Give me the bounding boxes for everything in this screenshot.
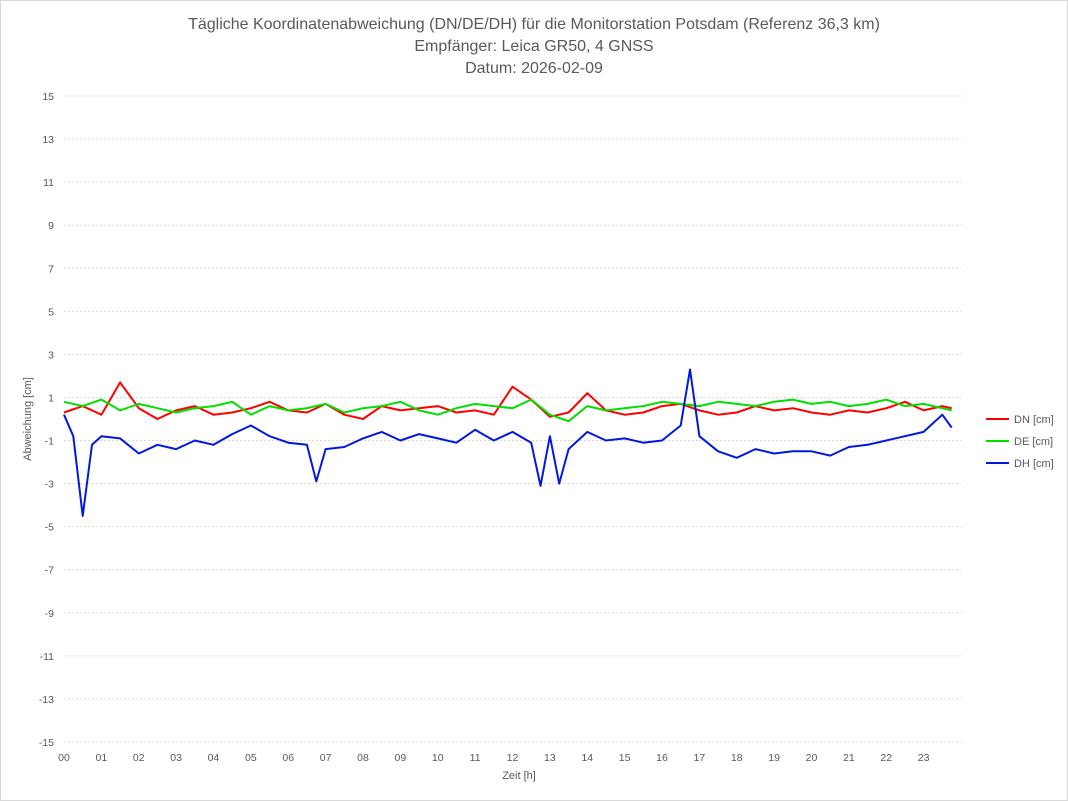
y-tick-label: -7 — [45, 565, 54, 577]
gridlines — [64, 95, 961, 743]
y-tick-label: -15 — [39, 737, 54, 749]
chart-title-line-3: Datum: 2026-02-09 — [465, 60, 603, 77]
x-tick-label: 17 — [694, 752, 706, 764]
x-tick-label: 23 — [918, 752, 930, 764]
x-tick-label: 15 — [619, 752, 631, 764]
series-line-dh — [63, 368, 953, 517]
y-tick-label: -13 — [39, 694, 54, 706]
x-tick-label: 00 — [58, 752, 70, 764]
x-axis: 00 01 02 03 04 05 06 07 08 09 10 11 12 13 14 15 16 17 18 19… — [58, 752, 929, 764]
x-tick-label: 19 — [768, 752, 780, 764]
y-tick-label: 7 — [48, 263, 54, 275]
x-tick-label: 12 — [507, 752, 519, 764]
y-tick-label: -3 — [45, 479, 54, 491]
series-line-dn — [63, 381, 952, 420]
legend-label: DH [cm] — [1014, 458, 1054, 470]
y-tick-label: 13 — [42, 134, 54, 146]
series-line-de — [63, 398, 952, 423]
legend: DN [cm] DE [cm] DH [cm] — [986, 414, 1054, 470]
x-tick-label: 13 — [544, 752, 556, 764]
x-tick-label: 11 — [470, 752, 481, 764]
legend-label: DN [cm] — [1014, 414, 1054, 426]
x-tick-label: 02 — [133, 752, 145, 764]
x-tick-label: 21 — [843, 752, 855, 764]
x-tick-label: 18 — [731, 752, 743, 764]
x-tick-label: 04 — [208, 752, 220, 764]
y-tick-label: 1 — [48, 392, 54, 404]
series-lines — [63, 368, 953, 517]
x-tick-label: 14 — [581, 752, 593, 764]
y-tick-label: 9 — [48, 220, 54, 232]
x-tick-label: 05 — [245, 752, 257, 764]
legend-label: DE [cm] — [1014, 436, 1053, 448]
x-tick-label: 06 — [282, 752, 294, 764]
y-axis: 15 13 11 9 7 5 3 1 -1 -3 -5 -7 -9 -11 -13 -15 — [39, 91, 54, 749]
x-tick-label: 09 — [395, 752, 407, 764]
x-tick-label: 08 — [357, 752, 369, 764]
x-tick-label: 16 — [656, 752, 668, 764]
x-tick-label: 01 — [96, 752, 108, 764]
y-tick-label: 11 — [43, 177, 54, 189]
y-axis-title: Abweichung [cm] — [22, 377, 34, 461]
chart-title-line-2: Empfänger: Leica GR50, 4 GNSS — [414, 38, 653, 55]
x-tick-label: 10 — [432, 752, 444, 764]
y-tick-label: -11 — [40, 651, 55, 663]
y-tick-label: 15 — [42, 91, 54, 103]
y-tick-label: -5 — [45, 522, 54, 534]
x-tick-label: 03 — [170, 752, 182, 764]
y-tick-label: 5 — [48, 306, 54, 318]
chart-title: Tägliche Koordinatenabweichung (DN/DE/DH… — [188, 16, 880, 77]
x-tick-label: 20 — [806, 752, 818, 764]
y-tick-label: -9 — [45, 608, 54, 620]
x-tick-label: 07 — [320, 752, 332, 764]
y-tick-label: -1 — [45, 436, 54, 448]
y-tick-label: 3 — [48, 349, 54, 361]
x-axis-title: Zeit [h] — [502, 770, 536, 782]
x-tick-label: 22 — [880, 752, 892, 764]
chart-title-line-1: Tägliche Koordinatenabweichung (DN/DE/DH… — [188, 16, 880, 33]
